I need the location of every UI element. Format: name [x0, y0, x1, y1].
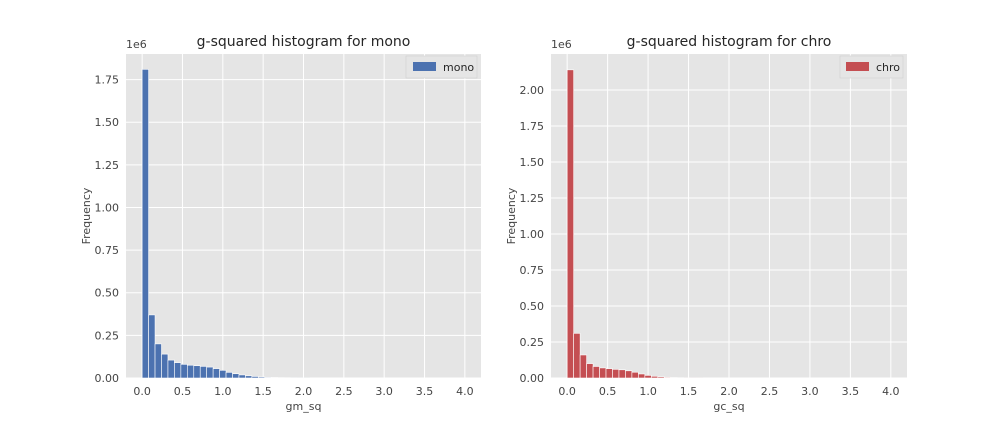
legend-chro: chro: [839, 55, 904, 79]
x-tick-label-chro: 0.0: [558, 385, 576, 398]
offset-label-mono: 1e6: [126, 38, 147, 51]
histogram-bar-chro: [605, 368, 613, 379]
histogram-bar-chro: [651, 375, 659, 379]
histogram-bar-mono: [232, 373, 240, 379]
legend-mono: mono: [405, 55, 478, 79]
chart-title-chro: g-squared histogram for chro: [627, 34, 832, 50]
x-tick-labels-chro: 0.0 0.5 1.0 1.5 2.0 2.5 3.0 3.5 4.0: [558, 385, 899, 398]
x-tick-label-mono: 0.0: [133, 385, 151, 398]
histogram-bar-chro: [612, 369, 620, 379]
histogram-bar-mono: [148, 314, 156, 379]
y-tick-label-mono: 1.75: [95, 74, 120, 87]
histogram-bar-mono: [264, 377, 272, 379]
y-tick-label-mono: 0.00: [95, 372, 120, 385]
y-tick-label-chro: 0.75: [520, 264, 545, 277]
histogram-bar-chro: [631, 371, 639, 379]
histogram-bar-chro: [573, 333, 581, 379]
y-tick-label-mono: 1.00: [95, 201, 120, 214]
histogram-bar-chro: [566, 69, 574, 379]
histogram-bar-mono: [141, 69, 149, 379]
histogram-bar-mono: [187, 364, 195, 379]
x-tick-label-chro: 1.0: [639, 385, 657, 398]
x-tick-label-mono: 0.5: [174, 385, 192, 398]
y-tick-label-chro: 0.00: [520, 372, 545, 385]
x-tick-label-chro: 3.5: [842, 385, 860, 398]
y-tick-label-chro: 0.25: [520, 336, 545, 349]
legend-swatch-chro: [846, 62, 869, 71]
histogram-bar-mono: [154, 343, 162, 379]
histogram-panel-mono: 0.0 0.5 1.0 1.5 2.0 2.5 3.0 3.5 4.0 0.00 0.25 0.50…: [80, 34, 481, 413]
y-tick-labels-mono: 0.00 0.25 0.50 0.75 1.00 1.25 1.50 1.75: [95, 74, 120, 385]
histogram-bar-chro: [663, 376, 672, 379]
y-tick-label-mono: 0.75: [95, 244, 120, 257]
chart-title-mono: g-squared histogram for mono: [197, 34, 411, 50]
y-axis-label-chro: Frequency: [505, 187, 518, 244]
histogram-bar-mono: [251, 376, 259, 379]
histogram-bar-mono: [193, 365, 201, 379]
histogram-bar-chro: [638, 373, 646, 379]
x-tick-label-chro: 2.0: [720, 385, 738, 398]
x-tick-label-mono: 1.0: [214, 385, 232, 398]
histogram-bar-mono: [270, 377, 278, 379]
x-axis-label-chro: gc_sq: [713, 400, 744, 413]
y-tick-label-chro: 1.75: [520, 120, 545, 133]
y-tick-labels-chro: 0.00 0.25 0.50 0.75 1.00 1.25 1.50 1.75 2.00: [520, 84, 545, 385]
x-tick-label-chro: 3.0: [801, 385, 819, 398]
y-tick-label-chro: 1.25: [520, 192, 545, 205]
offset-label-chro: 1e6: [551, 38, 572, 51]
y-tick-label-chro: 1.00: [520, 228, 545, 241]
y-tick-label-chro: 0.50: [520, 300, 545, 313]
histogram-bar-chro: [586, 363, 594, 379]
y-tick-label-mono: 0.25: [95, 329, 120, 342]
y-tick-label-mono: 1.50: [95, 116, 120, 129]
histogram-bar-chro: [625, 370, 633, 379]
y-tick-label-mono: 1.25: [95, 159, 120, 172]
legend-box-chro: [839, 55, 904, 79]
y-axis-label-mono: Frequency: [80, 187, 93, 244]
x-tick-label-mono: 1.5: [254, 385, 272, 398]
histogram-bar-chro: [657, 376, 665, 379]
histogram-bar-mono: [180, 364, 188, 379]
histogram-bar-mono: [167, 359, 175, 379]
legend-swatch-mono: [413, 62, 436, 71]
x-tick-label-mono: 3.5: [416, 385, 434, 398]
histogram-bar-chro: [579, 354, 587, 379]
x-tick-labels-mono: 0.0 0.5 1.0 1.5 2.0 2.5 3.0 3.5 4.0: [133, 385, 473, 398]
histogram-bar-mono: [238, 374, 246, 379]
histogram-bar-chro: [644, 375, 652, 379]
y-tick-label-chro: 2.00: [520, 84, 545, 97]
x-tick-label-mono: 2.5: [335, 385, 353, 398]
x-tick-label-chro: 1.5: [680, 385, 698, 398]
x-tick-label-mono: 4.0: [456, 385, 474, 398]
legend-label-mono: mono: [443, 61, 474, 74]
histogram-panel-chro: 0.0 0.5 1.0 1.5 2.0 2.5 3.0 3.5 4.0 0.00 0.25 0.50…: [505, 34, 907, 413]
x-axis-label-mono: gm_sq: [286, 400, 322, 413]
bars-chro: [566, 69, 704, 379]
histogram-bar-mono: [161, 353, 169, 379]
x-tick-label-chro: 4.0: [882, 385, 900, 398]
x-tick-label-chro: 2.5: [761, 385, 779, 398]
x-tick-label-mono: 2.0: [295, 385, 313, 398]
histogram-bar-mono: [245, 375, 253, 379]
histogram-bar-mono: [258, 376, 266, 379]
x-tick-label-chro: 0.5: [599, 385, 617, 398]
legend-label-chro: chro: [876, 61, 900, 74]
histogram-bar-mono: [174, 362, 182, 379]
y-tick-label-mono: 0.50: [95, 287, 120, 300]
legend-box-mono: [405, 55, 478, 79]
histogram-bar-mono: [212, 368, 220, 379]
histogram-bar-mono: [206, 366, 214, 379]
histogram-bar-chro: [592, 366, 600, 379]
histogram-bar-mono: [219, 370, 227, 379]
y-tick-label-chro: 1.50: [520, 156, 545, 169]
bars-mono: [141, 69, 311, 379]
histogram-bar-mono: [199, 366, 207, 379]
x-tick-label-mono: 3.0: [375, 385, 393, 398]
histogram-bar-mono: [225, 372, 233, 379]
histogram-bar-chro: [599, 367, 607, 379]
histogram-bar-chro: [618, 369, 626, 379]
